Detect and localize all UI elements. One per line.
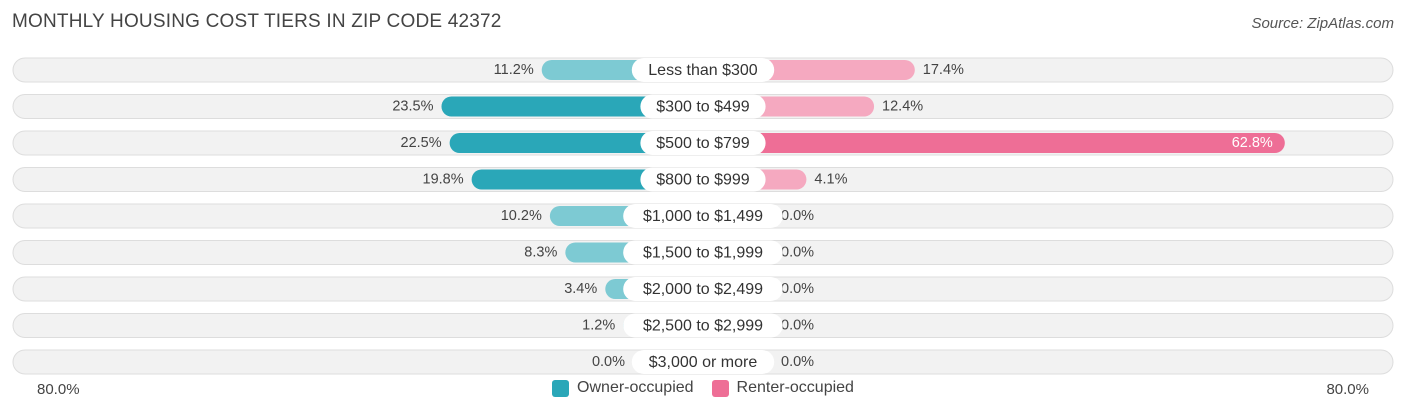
legend-item-owner: Owner-occupied	[552, 379, 694, 397]
value-label-renter: 12.4%	[882, 99, 923, 115]
category-pill	[640, 167, 766, 192]
value-label-renter: 4.1%	[814, 172, 847, 188]
chart-area: 11.2% 17.4% Less than $300 23.5% 12.4% $300 t…	[12, 57, 1394, 375]
category-pill	[623, 240, 783, 265]
category-label: $1,500 to $1,999	[643, 245, 763, 262]
legend-label-renter: Renter-occupied	[736, 379, 854, 396]
category-pill	[640, 94, 766, 119]
value-label-renter: 0.0%	[781, 318, 814, 334]
value-label-renter: 62.8%	[1232, 135, 1273, 151]
category-pill	[640, 131, 766, 155]
source-label: Source: ZipAtlas.com	[1251, 15, 1394, 32]
category-pill	[623, 313, 783, 338]
category-label: $300 to $499	[656, 99, 750, 116]
legend-item-renter: Renter-occupied	[711, 379, 854, 397]
value-label-owner: 0.0%	[592, 354, 625, 370]
value-label-owner: 8.3%	[524, 245, 557, 261]
legend-swatch-renter	[711, 379, 729, 397]
value-label-owner: 1.2%	[582, 318, 615, 334]
value-label-renter: 17.4%	[923, 62, 964, 78]
value-label-renter: 0.0%	[781, 281, 814, 297]
category-pill	[623, 204, 783, 228]
category-label: Less than $300	[648, 62, 758, 79]
legend-label-owner: Owner-occupied	[577, 379, 694, 396]
category-pill	[623, 277, 783, 301]
legend: Owner-occupied Renter-occupied	[0, 379, 1406, 397]
category-label: $2,500 to $2,999	[643, 318, 763, 335]
bar-renter	[703, 133, 1285, 153]
value-label-owner: 10.2%	[501, 208, 542, 224]
value-label-owner: 19.8%	[423, 172, 464, 188]
bar-owner	[441, 96, 703, 117]
category-pill	[631, 58, 775, 82]
legend-swatch-owner	[552, 379, 570, 397]
chart-title: MONTHLY HOUSING COST TIERS IN ZIP CODE 4…	[12, 11, 502, 32]
bar-owner	[449, 133, 703, 153]
category-label: $800 to $999	[656, 172, 750, 189]
category-label: $3,000 or more	[649, 354, 758, 371]
category-label: $2,000 to $2,499	[643, 281, 763, 298]
category-label: $1,000 to $1,499	[643, 208, 763, 225]
value-label-owner: 11.2%	[494, 62, 534, 78]
value-label-owner: 3.4%	[564, 281, 597, 297]
value-label-renter: 0.0%	[781, 245, 814, 261]
axis-right-label: 80.0%	[1326, 381, 1369, 398]
value-label-renter: 0.0%	[781, 208, 814, 224]
axis-left-label: 80.0%	[37, 381, 80, 398]
category-pill	[631, 350, 775, 374]
value-label-renter: 0.0%	[781, 354, 814, 370]
value-label-owner: 23.5%	[392, 99, 433, 115]
value-label-owner: 22.5%	[401, 135, 442, 151]
category-label: $500 to $799	[656, 135, 750, 152]
